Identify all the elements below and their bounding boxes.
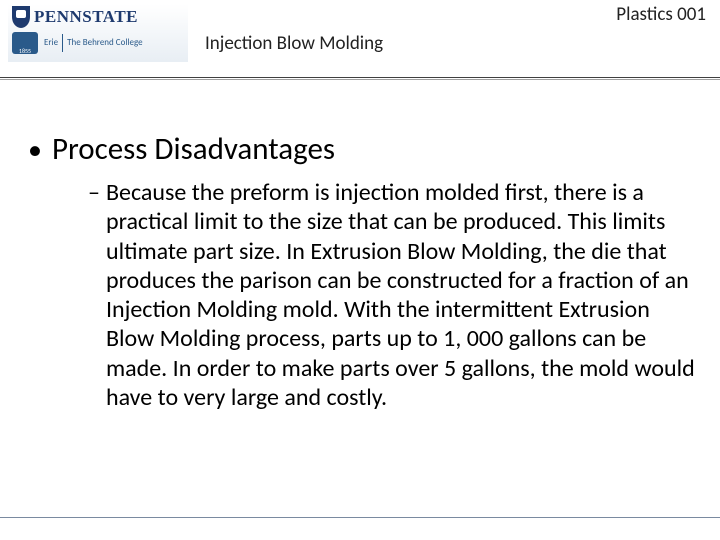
footer-rule — [0, 517, 720, 518]
university-logo: PENNSTATE Erie The Behrend College — [8, 4, 188, 62]
dash-marker: – — [88, 178, 100, 412]
slide-title: Injection Blow Molding — [205, 32, 383, 55]
bullet-level2: – Because the preform is injection molde… — [88, 178, 700, 412]
course-code: Plastics 001 — [616, 3, 706, 26]
slide-header: PENNSTATE Erie The Behrend College Inject… — [0, 0, 720, 78]
university-name: PENNSTATE — [34, 7, 138, 27]
shield-icon — [12, 6, 30, 28]
campus-college-text: Erie The Behrend College — [44, 34, 143, 52]
slide-content: • Process Disadvantages – Because the pr… — [20, 130, 700, 412]
bullet-level1-text: Process Disadvantages — [52, 130, 335, 168]
campus-name: Erie — [44, 37, 58, 48]
bullet-level1: • Process Disadvantages — [20, 130, 700, 168]
campus-badge-icon — [12, 32, 38, 54]
logo-bottom-row: Erie The Behrend College — [8, 32, 188, 54]
bullet-marker: • — [28, 136, 42, 164]
college-name: The Behrend College — [67, 37, 143, 48]
logo-top-row: PENNSTATE — [8, 4, 188, 30]
bullet-level2-text: Because the preform is injection molded … — [106, 178, 700, 412]
header-sub-rule — [0, 79, 720, 80]
